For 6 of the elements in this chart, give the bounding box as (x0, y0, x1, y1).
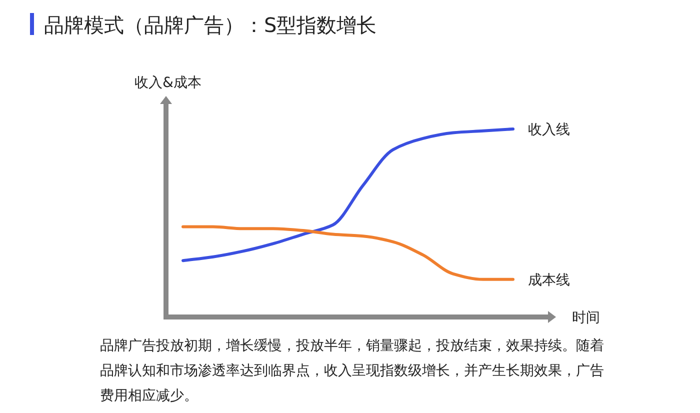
series-label: 成本线 (528, 272, 570, 288)
chart-title: 品牌模式（品牌广告）：S型指数增长 (44, 13, 377, 37)
series-label: 收入线 (528, 122, 570, 138)
y-axis-title: 收入&成本 (134, 75, 202, 91)
x-axis-title: 时间 (572, 310, 600, 326)
text: 品牌广告投放初期，增长缓慢，投放半年，销量骤起，投放结束，效果持续。随着品牌认知和市场渗透率达到临界点，收入呈现指数级增长，并产生长期效果，广告费用相应减少。 (100, 337, 605, 406)
